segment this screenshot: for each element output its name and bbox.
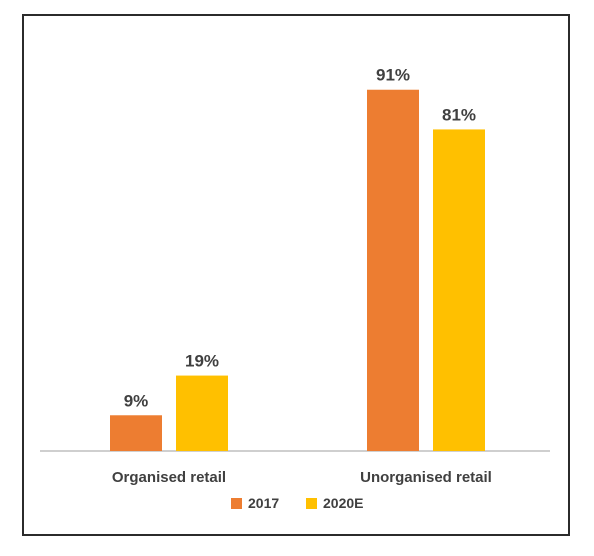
category-label-organised-retail: Organised retail: [112, 469, 226, 486]
bar-2017-organised-retail: [110, 415, 162, 451]
legend-label-2020E: 2020E: [323, 495, 363, 511]
legend-swatch-2017: [231, 498, 242, 509]
data-label-2017-organised-retail: 9%: [124, 391, 149, 410]
data-label-2017-unorganised-retail: 91%: [376, 66, 410, 85]
bar-2017-unorganised-retail: [367, 89, 419, 451]
bar-2020E-organised-retail: [176, 375, 228, 451]
data-label-2020E-unorganised-retail: 81%: [442, 105, 476, 124]
legend-label-2017: 2017: [248, 495, 279, 511]
bar-2020E-unorganised-retail: [433, 129, 485, 451]
category-label-unorganised-retail: Unorganised retail: [360, 469, 492, 486]
legend-swatch-2020E: [306, 498, 317, 509]
data-label-2020E-organised-retail: 19%: [185, 352, 219, 371]
